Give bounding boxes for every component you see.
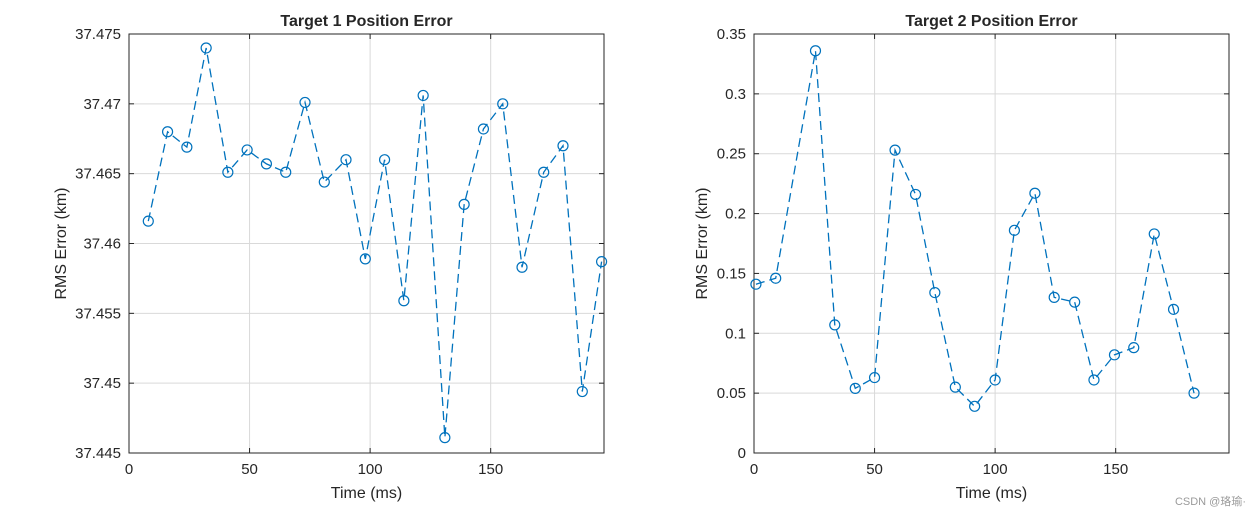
y-axis-label: RMS Error (km) <box>53 188 70 300</box>
data-point <box>318 176 330 188</box>
data-point <box>299 96 311 109</box>
data-point <box>477 123 490 135</box>
data-point <box>200 42 212 54</box>
data-point <box>576 385 588 398</box>
data-point <box>1008 224 1021 236</box>
data-point <box>849 382 861 394</box>
data-point <box>1167 303 1180 315</box>
y-tick-label: 37.45 <box>83 375 121 392</box>
data-point <box>1069 296 1081 308</box>
x-tick-label: 100 <box>358 461 383 478</box>
y-tick-label: 0.3 <box>725 86 746 103</box>
x-tick-label: 0 <box>750 461 758 478</box>
data-point <box>417 89 429 102</box>
data-point <box>1188 387 1200 399</box>
y-tick-label: 37.455 <box>75 305 121 322</box>
y-tick-label: 0.1 <box>725 325 746 342</box>
data-point <box>458 198 470 210</box>
data-point <box>1148 228 1160 240</box>
data-point <box>949 381 961 393</box>
data-point <box>142 215 154 227</box>
data-point <box>497 98 509 110</box>
data-point <box>809 45 822 57</box>
chart-title: Target 1 Position Error <box>280 13 452 30</box>
chart-1: 0 50 100 150 37.445 37.45 37.455 37.46 37.465 37.… <box>53 13 608 502</box>
x-tick-label: 150 <box>1103 461 1128 478</box>
data-point <box>889 144 901 156</box>
data-point <box>378 154 391 166</box>
data-point <box>241 144 253 156</box>
data-point <box>1088 374 1100 386</box>
data-point <box>557 140 569 152</box>
y-tick-label: 37.47 <box>83 96 121 113</box>
data-point <box>181 141 193 153</box>
data-point <box>1029 187 1041 199</box>
data-point <box>340 154 352 166</box>
data-point <box>516 261 528 273</box>
data-point <box>1108 349 1121 361</box>
data-point <box>222 166 234 178</box>
x-axis-label: Time (ms) <box>331 485 402 502</box>
x-axis-label: Time (ms) <box>956 485 1027 502</box>
y-tick-label: 0.35 <box>717 26 746 43</box>
data-point <box>161 126 174 138</box>
chart-title: Target 2 Position Error <box>905 13 1077 30</box>
data-point <box>260 158 273 170</box>
chart-2: 0 50 100 150 0 0.05 0.1 0.15 0.2 0.25 0.3 0.35 Targe… <box>694 13 1230 502</box>
y-tick-label: 0.2 <box>725 206 746 223</box>
x-tick-label: 0 <box>125 461 133 478</box>
data-point <box>770 272 782 284</box>
watermark: CSDN @珞瑜· <box>1174 496 1246 508</box>
data-point <box>538 166 550 178</box>
y-tick-label: 0.05 <box>717 385 746 402</box>
data-point <box>439 432 451 444</box>
y-tick-label: 0.25 <box>717 146 746 163</box>
y-axis-label: RMS Error (km) <box>694 188 711 300</box>
data-point <box>829 319 841 331</box>
data-point <box>359 253 371 265</box>
y-tick-label: 0 <box>738 445 746 462</box>
y-tick-label: 37.465 <box>75 166 121 183</box>
data-point <box>280 166 292 178</box>
data-point <box>909 188 922 201</box>
series-line <box>147 47 603 438</box>
x-tick-label: 100 <box>983 461 1008 478</box>
y-tick-label: 37.46 <box>83 236 121 253</box>
axes-box <box>753 33 1230 454</box>
data-point <box>1048 291 1060 303</box>
data-point <box>750 278 762 290</box>
y-tick-label: 0.15 <box>717 265 746 282</box>
x-tick-label: 150 <box>478 461 503 478</box>
x-tick-label: 50 <box>866 461 883 478</box>
y-tick-label: 37.475 <box>75 26 121 43</box>
data-point <box>929 286 941 299</box>
data-point <box>595 256 608 268</box>
y-tick-label: 37.445 <box>75 445 121 462</box>
data-point <box>969 400 981 412</box>
data-point <box>989 374 1001 386</box>
data-point <box>398 295 410 307</box>
data-point <box>868 371 881 384</box>
plot-area <box>754 34 1229 453</box>
x-tick-label: 50 <box>241 461 258 478</box>
data-point <box>1128 342 1140 354</box>
